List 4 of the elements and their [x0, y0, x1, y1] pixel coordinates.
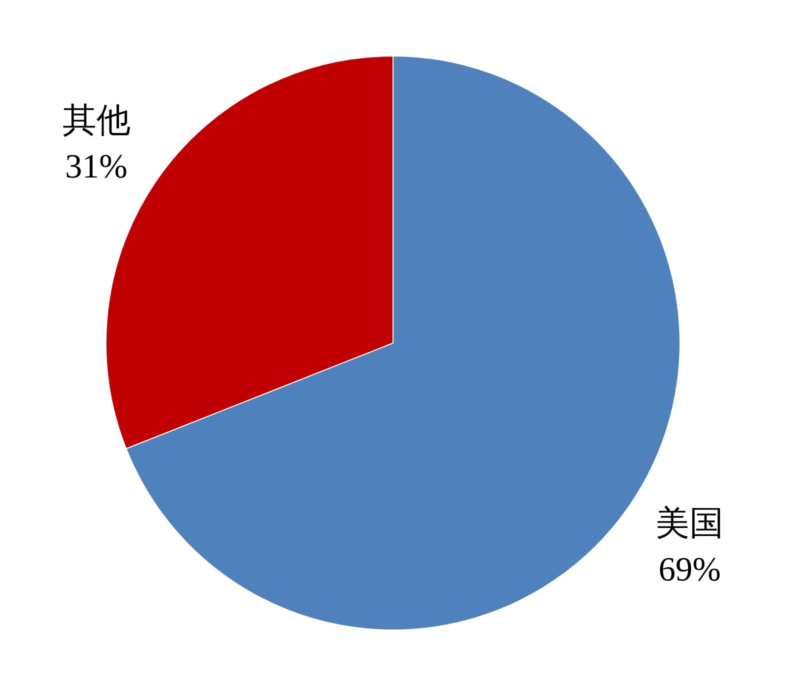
data-label: 31%: [65, 148, 128, 186]
slice-label: 美国: [656, 504, 724, 543]
slice-label: 其他: [62, 102, 130, 140]
data-label: 69%: [658, 552, 721, 589]
